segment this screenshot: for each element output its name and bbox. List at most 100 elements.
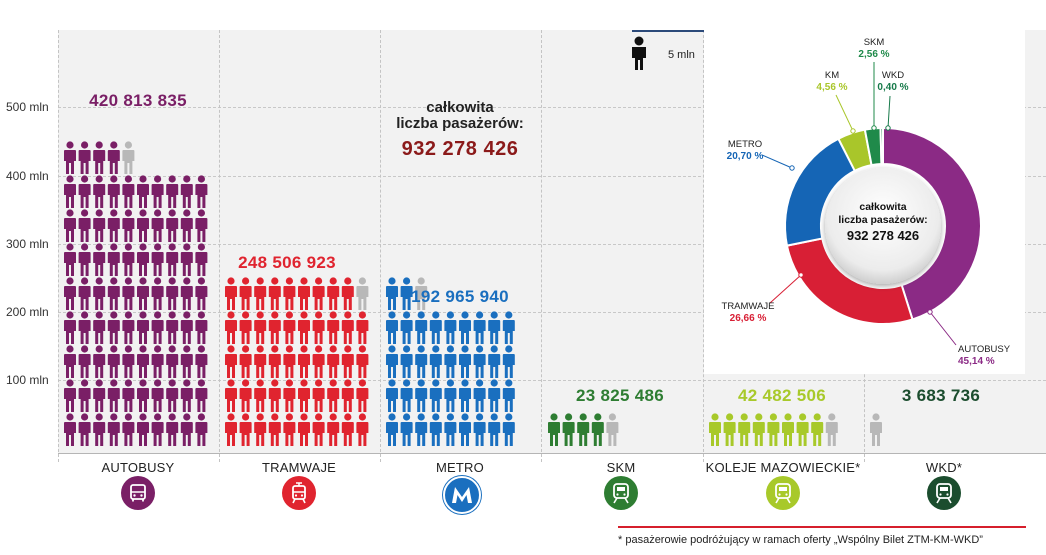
legend-label: 5 mln bbox=[668, 49, 695, 61]
person-icon bbox=[488, 345, 501, 378]
column-separator bbox=[541, 30, 542, 462]
person-icon bbox=[415, 379, 428, 412]
category-label-wkd: WKD* bbox=[925, 460, 963, 475]
category-label-tramwaje: TRAMWAJE bbox=[261, 460, 337, 475]
person-icon bbox=[64, 277, 76, 310]
person-icon bbox=[137, 413, 149, 446]
person-icon bbox=[459, 379, 471, 412]
person-icon bbox=[180, 175, 193, 208]
person-icon bbox=[723, 413, 736, 446]
person-icon bbox=[137, 277, 149, 310]
person-icon bbox=[78, 379, 91, 412]
person-icon bbox=[122, 413, 135, 446]
x-axis-baseline bbox=[58, 453, 1046, 454]
column-separator bbox=[703, 30, 704, 462]
person-icon bbox=[298, 277, 310, 310]
person-icon bbox=[312, 379, 325, 412]
leader-line bbox=[887, 95, 891, 129]
person-icon bbox=[473, 379, 486, 412]
person-icon bbox=[400, 413, 413, 446]
person-icon bbox=[268, 413, 281, 446]
person-icon bbox=[283, 379, 296, 412]
person-icon bbox=[93, 243, 106, 276]
person-icon bbox=[195, 311, 208, 344]
person-icon bbox=[151, 175, 164, 208]
gridline bbox=[58, 244, 1046, 245]
person-icon bbox=[502, 311, 515, 344]
person-icon bbox=[283, 345, 296, 378]
category-label-metro: METRO bbox=[436, 460, 484, 475]
person-icon bbox=[137, 345, 149, 378]
gridline bbox=[58, 380, 1046, 381]
gridline bbox=[58, 176, 1046, 177]
person-icon bbox=[429, 379, 442, 412]
person-icon bbox=[78, 413, 91, 446]
donut-center-label-2: liczba pasażerów: bbox=[838, 214, 927, 226]
person-icon bbox=[429, 311, 442, 344]
person-icon bbox=[107, 345, 120, 378]
person-icon bbox=[122, 379, 135, 412]
person-icon bbox=[400, 311, 413, 344]
person-icon bbox=[137, 379, 149, 412]
person-icon bbox=[151, 379, 164, 412]
person-icon bbox=[122, 243, 135, 276]
person-icon bbox=[107, 175, 120, 208]
person-icon bbox=[400, 277, 413, 310]
person-icon bbox=[195, 243, 208, 276]
person-icon bbox=[473, 311, 486, 344]
person-icon bbox=[386, 379, 398, 412]
person-icon bbox=[488, 379, 501, 412]
leader-line bbox=[929, 311, 957, 346]
person-icon bbox=[151, 277, 164, 310]
person-icon bbox=[180, 311, 193, 344]
person-icon bbox=[444, 311, 457, 344]
train-icon-wkd bbox=[927, 476, 961, 510]
person-icon bbox=[341, 379, 354, 412]
person-icon bbox=[386, 311, 398, 344]
person-icon bbox=[195, 379, 208, 412]
total-label-1: całkowita bbox=[426, 99, 494, 116]
person-icon bbox=[225, 413, 237, 446]
person-icon bbox=[356, 413, 369, 446]
y-tick-label: 400 mln bbox=[6, 169, 49, 183]
person-icon bbox=[709, 413, 721, 446]
y-tick-label: 100 mln bbox=[6, 373, 49, 387]
leader-dot bbox=[871, 125, 877, 131]
person-icon bbox=[107, 243, 120, 276]
bus-icon bbox=[121, 476, 155, 510]
pie-label-percent: 2,56 % bbox=[858, 49, 889, 60]
train-icon-skm bbox=[604, 476, 638, 510]
person-icon bbox=[298, 345, 310, 378]
person-icon bbox=[122, 175, 135, 208]
person-icon bbox=[298, 311, 310, 344]
column-separator bbox=[58, 30, 59, 462]
person-icon bbox=[312, 311, 325, 344]
leader-dot bbox=[789, 165, 795, 171]
person-icon bbox=[268, 379, 281, 412]
person-icon bbox=[195, 175, 208, 208]
person-icon bbox=[239, 413, 252, 446]
person-icon bbox=[254, 277, 267, 310]
person-icon bbox=[356, 345, 369, 378]
person-icon bbox=[327, 345, 340, 378]
person-icon bbox=[122, 209, 135, 242]
value-label-wkd: 3 683 736 bbox=[901, 386, 981, 405]
person-icon bbox=[64, 413, 76, 446]
person-icon bbox=[195, 345, 208, 378]
person-icon bbox=[93, 209, 106, 242]
person-icon bbox=[151, 413, 164, 446]
value-label-km: 42 482 506 bbox=[737, 386, 827, 405]
person-icon bbox=[400, 345, 413, 378]
leader-line bbox=[769, 274, 802, 304]
person-icon bbox=[356, 379, 369, 412]
person-icon bbox=[312, 345, 325, 378]
person-icon bbox=[239, 379, 252, 412]
person-icon bbox=[386, 413, 398, 446]
person-icon bbox=[415, 311, 428, 344]
person-icon bbox=[752, 413, 765, 446]
person-icon bbox=[195, 413, 208, 446]
person-icon bbox=[78, 243, 91, 276]
person-icon bbox=[283, 413, 296, 446]
person-icon bbox=[166, 277, 179, 310]
